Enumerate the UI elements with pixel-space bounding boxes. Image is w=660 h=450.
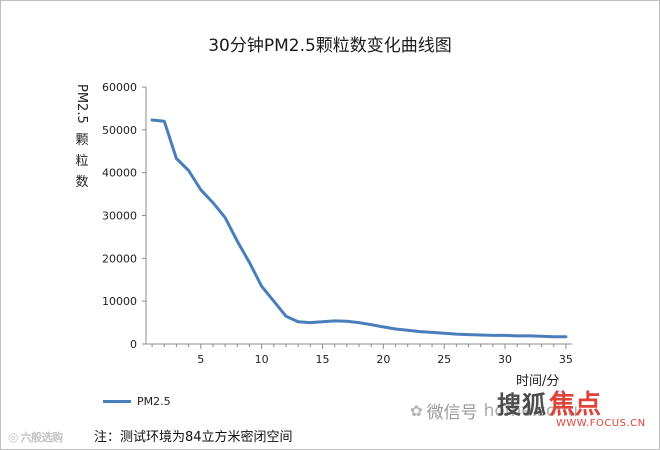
x-tick-label: 15 <box>315 353 329 366</box>
footnote: 注：测试环境为84立方米密闭空间 <box>94 430 293 445</box>
legend-label: PM2.5 <box>137 394 171 408</box>
source-logo: ◎ 六般选购 <box>8 429 63 445</box>
y-axis-label: PM2.5 颗 粒 数 <box>73 84 91 193</box>
y-axis-label-char: 颗 <box>75 132 89 148</box>
circle-logo-icon: ◎ <box>8 430 19 444</box>
chart-title: 30分钟PM2.5颗粒数变化曲线图 <box>208 36 452 56</box>
x-tick-label: 20 <box>376 353 390 366</box>
source-logo-text: 六般选购 <box>20 431 63 444</box>
legend: PM2.5 <box>103 394 171 408</box>
y-tick-label: 60000 <box>102 81 137 94</box>
y-tick-label: 0 <box>130 338 137 351</box>
wechat-id-label: 微信号 <box>426 403 478 423</box>
legend-swatch <box>103 399 131 403</box>
y-axis-label-char: 粒 <box>75 153 89 169</box>
wechat-id-value: home.sohu <box>483 400 578 421</box>
wechat-icon: ✿ <box>410 401 423 420</box>
x-tick-label: 5 <box>197 353 204 366</box>
focus-logo-mark: 焦点 <box>549 390 602 420</box>
y-axis-label-char: 数 <box>75 174 89 190</box>
y-tick-label: 50000 <box>102 124 137 137</box>
x-tick-label: 30 <box>498 353 512 366</box>
x-tick-label: 35 <box>559 353 573 366</box>
x-axis-label: 时间/分 <box>516 374 560 389</box>
wechat-watermark: ✿ 微信号 home.sohu <box>410 398 578 424</box>
y-tick-label: 30000 <box>102 210 137 223</box>
y-tick-label: 10000 <box>102 295 137 308</box>
x-tick-label: 10 <box>255 353 269 366</box>
sohu-logo-text: 搜狐 <box>497 391 547 419</box>
x-tick-label: 25 <box>437 353 451 366</box>
focus-url: WWW.FOCUS.CN <box>556 418 646 429</box>
series-line-pm25 <box>150 118 568 339</box>
y-tick-label: 40000 <box>102 167 137 180</box>
y-tick-label: 20000 <box>102 252 137 265</box>
y-axis-label-top: PM2.5 <box>74 84 89 124</box>
sohu-focus-logo: 搜狐 焦点 <box>497 384 601 421</box>
